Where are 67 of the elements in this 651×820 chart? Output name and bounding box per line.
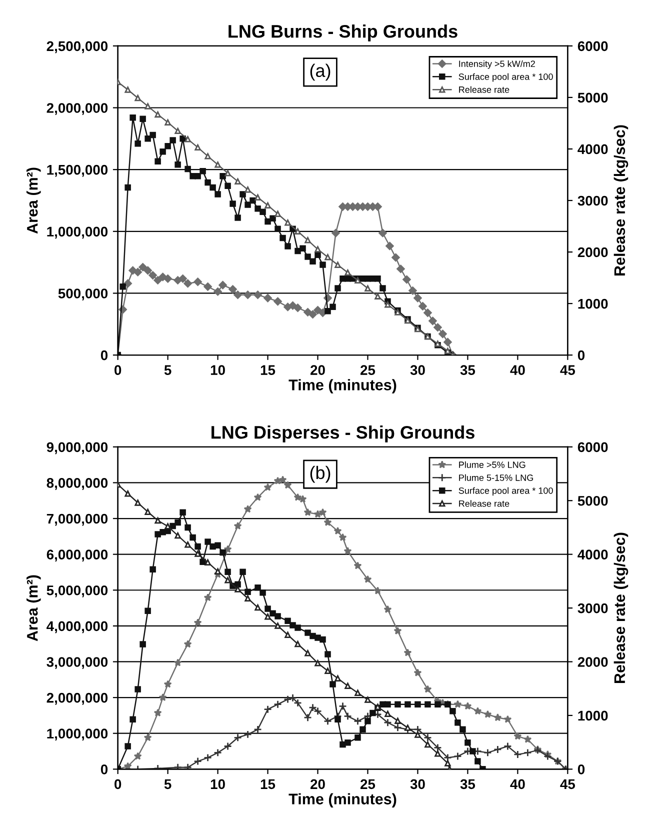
x-tick-label: 0 [114,365,122,375]
x-tick-label: 20 [310,779,325,790]
y2-tick-label: 4000 [578,144,608,154]
y-tick-label: 500,000 [58,288,108,300]
y2-tick-label: 3000 [578,196,608,206]
legend-label: Release rate [459,500,510,507]
x-tick-label: 35 [460,365,476,376]
y2-tick-label: 6000 [578,442,608,452]
x-tick-label: 20 [310,365,325,375]
legend-label: Surface pool area * 100 [458,73,553,82]
y2-tick-label: 0 [578,764,585,774]
x-tick-label: 15 [260,365,276,375]
y2-axis-title: Release rate (kg/sec) [614,532,628,684]
x-tick-label: 35 [460,779,476,790]
y2-tick-label: 5000 [578,496,608,506]
x-tick-label: 30 [410,365,425,376]
y-tick-label: 9,000,000 [46,442,108,454]
x-axis-title: Time (minutes) [288,379,396,394]
y-tick-label: 3,000,000 [46,657,108,669]
annotation: (a) [310,64,330,81]
annotation: (b) [310,466,330,483]
y-tick-label: 8,000,000 [46,478,108,490]
x-tick-label: 45 [560,779,576,790]
legend-label: Plume >5% LNG [459,461,526,468]
chart-title: LNG Disperses - Ship Grounds [212,425,474,442]
x-tick-label: 25 [360,779,376,790]
legend-label: Release rate [459,86,510,93]
y-tick-label: 1,000,000 [47,728,108,741]
y2-tick-label: 1000 [578,710,608,721]
y2-tick-label: 0 [578,350,585,360]
x-tick-label: 10 [210,365,225,375]
y-tick-label: 1,500,000 [47,164,108,177]
y2-tick-label: 1000 [578,298,608,309]
x-tick-label: 30 [410,779,425,790]
y-tick-label: 4,000,000 [46,621,108,634]
y-tick-label: 5,000,000 [46,585,108,598]
y-tick-label: 7,000,000 [46,514,108,526]
legend-label: Surface pool area * 100 [458,487,553,496]
x-tick-label: 25 [360,365,376,375]
y-tick-label: 1,000,000 [47,226,108,239]
y2-tick-label: 4000 [578,550,608,560]
y2-tick-label: 5000 [578,92,608,103]
y-tick-label: 6,000,000 [46,550,108,562]
y-tick-label: 2,500,000 [46,41,108,54]
y2-axis-title: Release rate (kg/sec) [614,125,628,276]
y2-tick-label: 3000 [578,603,608,614]
y2-tick-label: 2000 [578,657,608,667]
x-tick-label: 45 [560,365,576,375]
x-tick-label: 0 [114,779,122,790]
legend-label: Plume 5-15% LNG [459,474,533,481]
y2-tick-label: 2000 [578,247,608,258]
x-tick-label: 5 [164,779,172,790]
legend-label: Intensity >5 kW/m2 [459,60,535,69]
x-tick-label: 10 [210,779,225,790]
x-tick-label: 5 [164,365,172,375]
y-axis-title: Area (m²) [26,168,41,234]
x-tick-label: 40 [510,365,525,375]
y-tick-label: 2,000,000 [46,103,108,115]
y-tick-label: 2,000,000 [46,692,108,705]
y-axis-title: Area (m²) [26,575,41,642]
x-tick-label: 15 [260,779,276,790]
y-tick-label: 0 [100,350,108,360]
y2-tick-label: 6000 [578,41,608,52]
chart-title: LNG Burns - Ship Grounds [228,24,458,42]
x-axis-title: Time (minutes) [288,793,396,808]
x-tick-label: 40 [510,779,525,790]
y-tick-label: 0 [100,764,108,774]
